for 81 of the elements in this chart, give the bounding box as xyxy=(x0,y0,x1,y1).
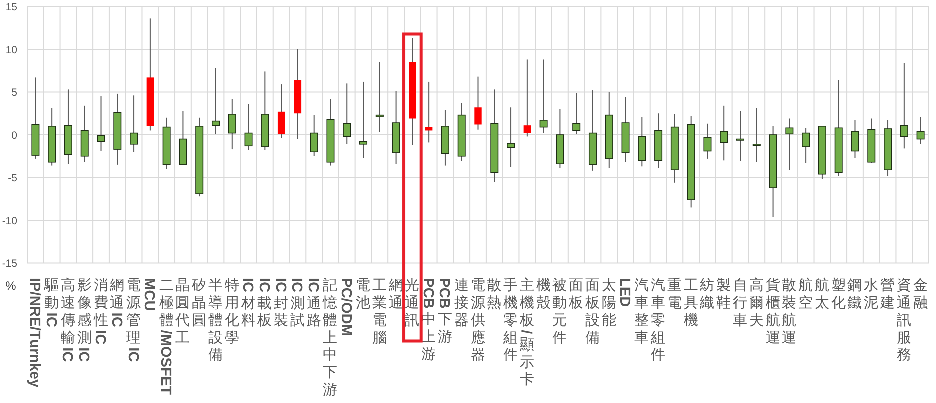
candlestick xyxy=(736,110,745,162)
x-tick-label: IC載板 xyxy=(256,278,273,330)
x-tick-label: 記憶體上中下游 xyxy=(322,277,338,399)
y-tick-label: -10 xyxy=(2,215,18,228)
x-tick-label: 面板 xyxy=(568,278,584,312)
candlestick xyxy=(228,98,236,150)
candlestick xyxy=(310,114,318,157)
candlestick xyxy=(524,59,532,138)
x-tick-label: 機殼 xyxy=(536,277,552,312)
candlestick xyxy=(802,128,810,164)
x-tick-label: 光通訊 xyxy=(405,277,420,329)
x-tick-label: 影像感測IC xyxy=(76,277,92,363)
candlestick xyxy=(244,104,253,151)
x-tick-label: 網通IC xyxy=(108,278,126,328)
x-tick-label: 資通訊服務 xyxy=(896,277,912,364)
candlestick xyxy=(916,116,925,145)
x-tick-label: 太陽能 xyxy=(602,277,617,329)
candlestick xyxy=(376,62,384,133)
x-tick-label: 面板設備 xyxy=(584,278,600,346)
x-tick-label: 塑化 xyxy=(831,277,846,312)
y-tick-label: 15 xyxy=(6,2,18,14)
candlestick xyxy=(720,105,728,162)
x-tick-label: 主機板/顯示卡 xyxy=(518,277,535,388)
x-tick-label: 驅動IC xyxy=(42,278,60,328)
y-tick-label: 5 xyxy=(12,87,18,100)
x-tick-label: 工具機 xyxy=(684,278,699,329)
x-tick-label: IC測試 xyxy=(288,278,306,330)
x-tick-label: 網通 xyxy=(388,278,404,312)
y-tick-label: 10 xyxy=(6,44,18,56)
x-tick-label: 航太 xyxy=(814,277,830,312)
x-tick-label: 汽車零組件 xyxy=(650,277,666,364)
candlestick xyxy=(638,116,646,168)
candlestick xyxy=(97,96,106,152)
x-tick-label: 消費性IC xyxy=(92,277,109,346)
x-tick-label: 被動元件 xyxy=(552,277,568,346)
candlestick xyxy=(130,95,138,153)
x-tick-label: IC材料 xyxy=(240,278,256,330)
candlestick xyxy=(786,118,794,171)
x-tick-label: IC通路 xyxy=(305,278,322,330)
x-tick-label: 高爾夫 xyxy=(749,277,764,329)
x-tick-label: 汽車整車 xyxy=(634,277,650,346)
x-tick-label: 金融 xyxy=(913,277,928,312)
candlestick xyxy=(360,81,368,159)
x-tick-label: 特用化學 xyxy=(224,277,240,346)
x-tick-label: 紡織 xyxy=(699,277,716,312)
x-tick-label: 航空 xyxy=(798,277,814,312)
x-tick-label: 貨櫃航運 xyxy=(766,277,781,346)
x-tick-label: 晶圓代工 xyxy=(174,278,191,346)
x-tick-label: 矽晶圓 xyxy=(191,278,208,329)
x-tick-label: 散裝航運 xyxy=(782,278,798,346)
x-tick-label: 工業電腦 xyxy=(372,278,388,346)
x-tick-label: 半導體設備 xyxy=(208,277,224,364)
x-tick-label: 手機零組件 xyxy=(502,277,519,364)
x-tick-label: 水泥 xyxy=(864,277,880,312)
x-tick-label: 自行車 xyxy=(733,277,748,329)
x-tick-label: 電源供應器 xyxy=(470,278,486,364)
x-tick-label: 營建 xyxy=(880,277,896,312)
x-tick-label: 鋼鐵 xyxy=(848,278,863,312)
candlestick xyxy=(752,108,761,163)
candlestick xyxy=(343,83,352,145)
candlestick xyxy=(278,84,286,139)
candlestick xyxy=(507,107,516,168)
y-tick-label: 0 xyxy=(12,130,18,142)
candlestick xyxy=(900,62,908,150)
x-tick-label: 電源管理IC xyxy=(124,278,142,363)
candlestick xyxy=(212,68,220,135)
x-tick-label: 散熱 xyxy=(487,278,502,312)
x-tick-label: IC封裝 xyxy=(272,278,290,330)
candlestick xyxy=(540,59,548,134)
y-tick-label: -15 xyxy=(2,258,18,270)
x-tick-label: 高速傳輸IC xyxy=(59,277,76,363)
candlestick xyxy=(474,76,482,130)
y-tick-label: -5 xyxy=(8,172,18,185)
candlestick xyxy=(572,92,581,135)
x-tick-label: 電池 xyxy=(356,278,372,312)
x-tick-label: 重電 xyxy=(667,277,682,312)
candlestick xyxy=(704,123,712,160)
candlestick xyxy=(851,120,860,159)
x-tick-label: 製鞋 xyxy=(716,277,732,312)
x-tick-label: 連接器 xyxy=(454,277,470,329)
y-axis-title: % xyxy=(6,279,17,293)
